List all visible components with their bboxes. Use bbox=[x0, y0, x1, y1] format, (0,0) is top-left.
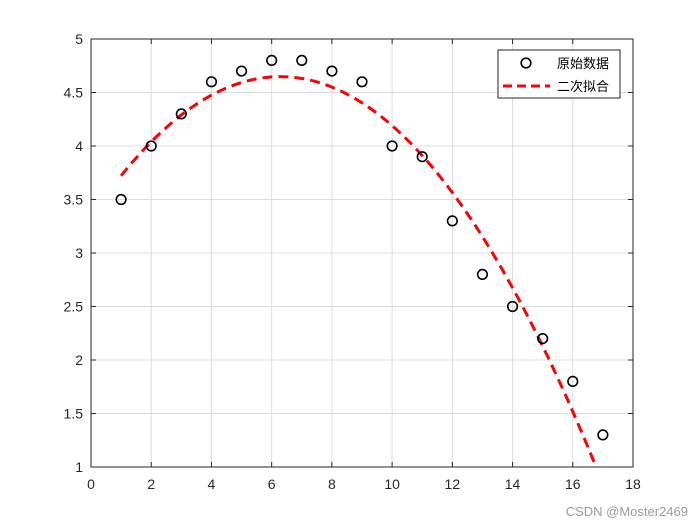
data-point bbox=[506, 300, 519, 313]
data-point bbox=[235, 65, 248, 77]
y-tick-label: 4.5 bbox=[64, 85, 84, 101]
fit-line-layer bbox=[119, 75, 598, 467]
data-point bbox=[597, 429, 609, 441]
y-tick-label: 1 bbox=[75, 459, 83, 475]
legend: 原始数据 二次拟合 bbox=[497, 49, 621, 99]
data-point bbox=[145, 140, 157, 152]
fit-curve bbox=[119, 75, 598, 467]
x-tick-label: 16 bbox=[565, 476, 581, 492]
y-tick-label: 2 bbox=[75, 352, 83, 368]
data-point bbox=[537, 333, 549, 345]
legend-label-original: 原始数据 bbox=[557, 57, 609, 72]
data-point bbox=[266, 54, 278, 67]
data-point bbox=[175, 108, 187, 120]
y-tick-label: 1.5 bbox=[64, 406, 84, 422]
legend-marker-original bbox=[520, 57, 532, 69]
data-point bbox=[416, 151, 428, 163]
y-tick-label: 5 bbox=[75, 31, 83, 47]
data-point bbox=[446, 215, 458, 227]
x-tick-label: 6 bbox=[268, 476, 276, 492]
x-tick-label: 10 bbox=[384, 476, 400, 492]
data-point bbox=[476, 268, 489, 281]
x-tick-label: 14 bbox=[505, 476, 521, 492]
x-tick-label: 8 bbox=[328, 476, 336, 492]
x-tick-label: 4 bbox=[208, 476, 216, 492]
data-point bbox=[296, 54, 308, 67]
data-point bbox=[326, 65, 338, 77]
y-tick-label: 3 bbox=[75, 245, 83, 261]
legend-label-fit: 二次拟合 bbox=[557, 79, 609, 95]
x-tick-label: 18 bbox=[625, 476, 641, 492]
legend-box bbox=[497, 49, 621, 99]
x-tick-label: 2 bbox=[147, 476, 155, 492]
data-point bbox=[567, 375, 579, 388]
axis-ticks: 0 2 4 6 8 10 12 14 16 18 1 1.5 2 2.5 3 3.5 4 4.5 5 bbox=[64, 31, 641, 492]
data-point bbox=[115, 193, 127, 206]
x-tick-label: 12 bbox=[445, 476, 461, 492]
data-points-layer bbox=[115, 54, 609, 441]
data-point bbox=[205, 76, 218, 88]
y-tick-label: 4 bbox=[75, 138, 83, 154]
data-point bbox=[386, 140, 398, 152]
y-tick-label: 3.5 bbox=[64, 192, 84, 208]
x-tick-label: 0 bbox=[87, 476, 95, 492]
y-tick-label: 2.5 bbox=[64, 299, 84, 315]
data-point bbox=[356, 76, 368, 88]
watermark: CSDN @Moster2469 bbox=[565, 504, 688, 519]
